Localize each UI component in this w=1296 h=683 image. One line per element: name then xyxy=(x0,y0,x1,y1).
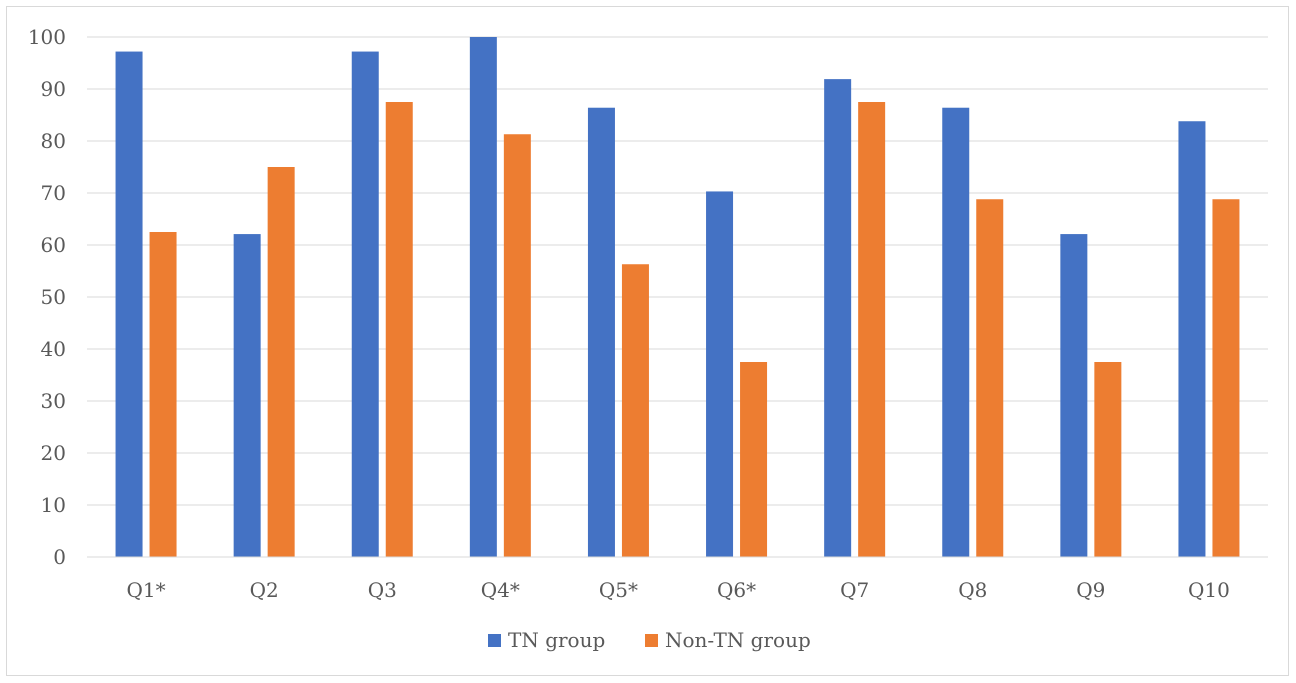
y-tick-label: 100 xyxy=(28,25,66,49)
legend: TN group Non-TN group xyxy=(488,628,811,652)
y-axis-ticks: 0 10 20 30 40 50 60 70 80 90 100 xyxy=(28,25,66,569)
y-tick-label: 0 xyxy=(53,545,66,569)
x-tick-label: Q7 xyxy=(840,578,869,602)
bar-non-tn-3 xyxy=(385,102,413,557)
bar-non-tn-10 xyxy=(1212,199,1240,558)
y-tick-label: 50 xyxy=(41,285,66,309)
legend-swatch-non-tn xyxy=(645,634,658,647)
bar-non-tn-5 xyxy=(621,264,649,557)
x-tick-label: Q2 xyxy=(250,578,279,602)
bar-non-tn-1 xyxy=(149,232,177,557)
y-tick-label: 60 xyxy=(41,233,66,257)
x-axis-ticks: Q1* Q2 Q3 Q4* Q5* Q6* Q7 Q8 Q9 Q10 xyxy=(126,578,1229,602)
x-tick-label: Q5* xyxy=(599,578,638,602)
bar-tn-2 xyxy=(233,234,261,557)
x-tick-label: Q9 xyxy=(1076,578,1105,602)
gridlines xyxy=(87,36,1268,506)
bar-tn-5 xyxy=(587,107,615,557)
bar-tn-8 xyxy=(942,107,970,557)
y-tick-label: 20 xyxy=(41,441,66,465)
bar-non-tn-7 xyxy=(858,102,886,557)
y-tick-label: 30 xyxy=(41,389,66,413)
x-tick-label: Q6* xyxy=(717,578,756,602)
x-tick-label: Q10 xyxy=(1188,578,1230,602)
legend-swatch-tn xyxy=(488,634,501,647)
y-tick-label: 80 xyxy=(41,129,66,153)
bars xyxy=(115,37,1240,558)
bar-non-tn-2 xyxy=(267,167,295,557)
bar-non-tn-9 xyxy=(1094,362,1122,557)
bar-non-tn-4 xyxy=(503,134,531,558)
y-tick-label: 90 xyxy=(41,77,66,101)
bar-tn-1 xyxy=(115,51,143,558)
x-tick-label: Q8 xyxy=(958,578,987,602)
bar-tn-4 xyxy=(469,37,497,557)
y-tick-label: 70 xyxy=(41,181,66,205)
legend-label-tn: TN group xyxy=(508,628,605,652)
bar-tn-6 xyxy=(706,191,734,557)
bar-tn-7 xyxy=(824,79,852,558)
x-tick-label: Q1* xyxy=(126,578,165,602)
legend-label-non-tn: Non-TN group xyxy=(665,628,811,652)
x-tick-label: Q3 xyxy=(368,578,397,602)
bar-tn-10 xyxy=(1178,121,1206,558)
bar-tn-9 xyxy=(1060,234,1088,557)
bar-tn-3 xyxy=(351,51,379,558)
y-tick-label: 40 xyxy=(41,337,66,361)
bar-non-tn-6 xyxy=(740,362,768,557)
bar-non-tn-8 xyxy=(976,199,1004,558)
y-tick-label: 10 xyxy=(41,493,66,517)
x-tick-label: Q4* xyxy=(481,578,520,602)
